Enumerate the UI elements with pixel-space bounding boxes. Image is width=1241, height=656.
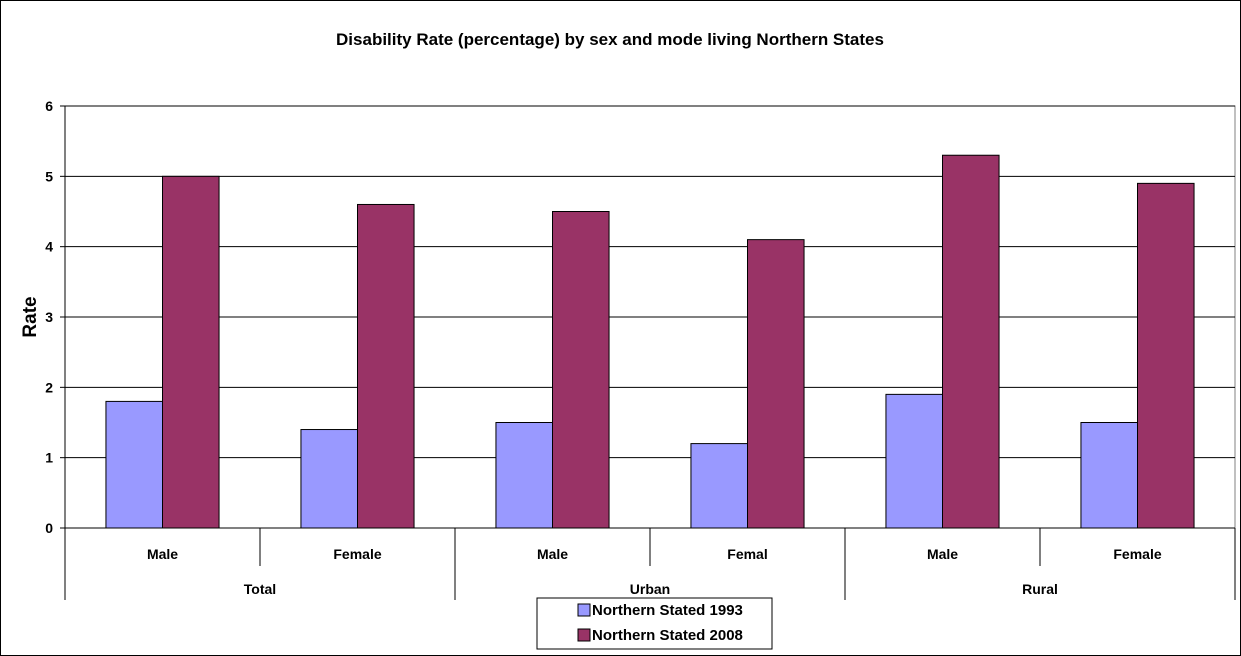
- bar-2008-2: [552, 211, 610, 529]
- legend-label-1993: Northern Stated 1993: [592, 602, 743, 619]
- y-axis-label: Rate: [20, 296, 41, 337]
- x-category-label: Male: [927, 546, 958, 562]
- y-tick-label: 3: [45, 309, 53, 325]
- y-tick-label: 2: [45, 379, 53, 395]
- bar-1993-5: [1080, 422, 1138, 529]
- bar-1993-2: [495, 422, 554, 529]
- y-tick-label: 4: [45, 239, 53, 255]
- x-group-label: Total: [244, 581, 276, 597]
- y-tick-label: 1: [45, 450, 53, 466]
- bar-series: [105, 154, 1195, 529]
- x-axis: Male Female Male Femal Male Female Total Urban R…: [64, 527, 1236, 600]
- x-category-label: Female: [333, 546, 381, 562]
- bar-2008-4: [942, 154, 1000, 529]
- bar-2008-3: [747, 239, 805, 529]
- legend: Northern Stated 1993 Northern Stated 200…: [536, 597, 773, 650]
- x-category-label: Male: [147, 546, 178, 562]
- x-group-label: Urban: [630, 581, 670, 597]
- legend-swatch-1993: [577, 603, 591, 617]
- legend-box: [536, 597, 773, 650]
- y-axis: 0 1 2 3 4 5 6: [45, 98, 66, 536]
- bar-1993-1: [300, 429, 359, 529]
- legend-label-2008: Northern Stated 2008: [592, 627, 743, 644]
- bar-1993-0: [105, 400, 163, 529]
- bar-2008-5: [1137, 182, 1195, 529]
- x-category-label: Femal: [727, 546, 767, 562]
- y-tick-label: 5: [45, 168, 53, 184]
- bar-2008-1: [357, 203, 415, 529]
- y-tick-label: 0: [45, 520, 53, 536]
- x-group-label: Rural: [1022, 581, 1058, 597]
- legend-swatch-2008: [577, 628, 591, 642]
- x-category-label: Female: [1113, 546, 1161, 562]
- bar-1993-4: [885, 393, 944, 529]
- y-tick-label: 6: [45, 98, 53, 114]
- gridlines: [65, 105, 1235, 459]
- bar-2008-0: [162, 175, 220, 529]
- chart-title: Disability Rate (percentage) by sex and …: [336, 30, 884, 49]
- bar-1993-3: [690, 443, 749, 529]
- x-category-label: Male: [537, 546, 568, 562]
